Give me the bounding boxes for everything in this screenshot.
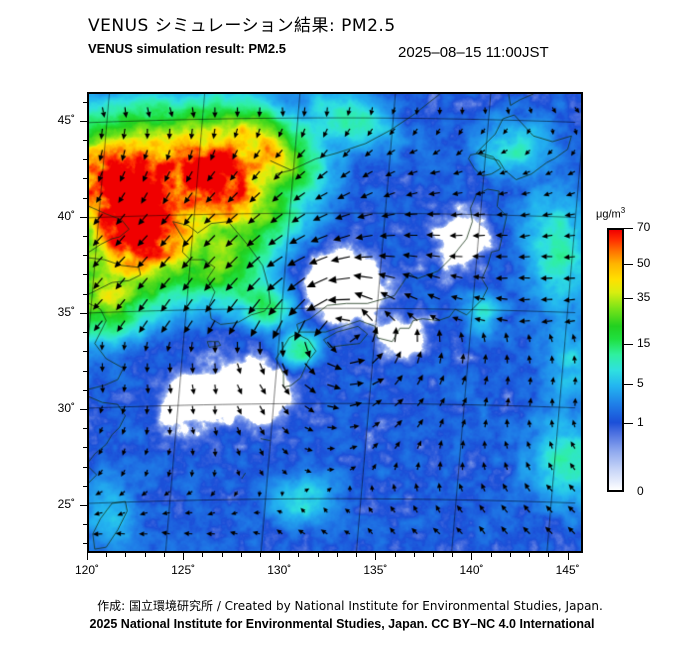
longitude-tick-minor — [163, 553, 165, 557]
latitude-tick-minor — [83, 178, 87, 180]
latitude-tick-minor — [83, 274, 87, 276]
longitude-tick-major — [279, 553, 281, 560]
longitude-tick-minor — [356, 553, 358, 557]
longitude-tick-minor — [298, 553, 300, 557]
colorbar-tick-label: 15 — [637, 336, 651, 350]
latitude-tick-minor — [83, 197, 87, 199]
longitude-tick-label: 140˚ — [459, 563, 484, 577]
pm25-concentration-map — [89, 94, 581, 551]
longitude-tick-minor — [260, 553, 262, 557]
colorbar-tick — [624, 228, 633, 229]
latitude-tick-minor — [83, 370, 87, 372]
latitude-tick-minor — [83, 543, 87, 545]
latitude-tick-major — [80, 408, 87, 410]
longitude-tick-minor — [144, 553, 146, 557]
colorbar-tick — [624, 344, 633, 345]
latitude-tick-minor — [83, 140, 87, 142]
longitude-tick-label: 135˚ — [363, 563, 388, 577]
latitude-tick-label: 45˚ — [57, 112, 75, 127]
longitude-tick-minor — [394, 553, 396, 557]
latitude-tick-minor — [83, 101, 87, 103]
latitude-tick-label: 25˚ — [57, 496, 75, 511]
colorbar-tick-label: 50 — [637, 256, 651, 270]
longitude-tick-label: 130˚ — [267, 563, 292, 577]
page-title-en: VENUS simulation result: PM2.5 — [88, 41, 286, 56]
latitude-tick-major — [80, 216, 87, 218]
longitude-tick-label: 145˚ — [555, 563, 580, 577]
longitude-tick-minor — [433, 553, 435, 557]
timestamp-label: 2025–08–15 11:00JST — [398, 44, 549, 61]
latitude-tick-minor — [83, 159, 87, 161]
colorbar-tick — [624, 423, 633, 424]
colorbar-tick — [624, 384, 633, 385]
latitude-tick-minor — [83, 332, 87, 334]
latitude-tick-label: 40˚ — [57, 208, 75, 223]
map-plot-area — [87, 92, 583, 553]
latitude-tick-minor — [83, 389, 87, 391]
longitude-tick-major — [471, 553, 473, 560]
latitude-tick-minor — [83, 351, 87, 353]
colorbar-gradient — [607, 228, 624, 492]
longitude-tick-minor — [452, 553, 454, 557]
colorbar-tick — [624, 264, 633, 265]
longitude-tick-minor — [106, 553, 108, 557]
latitude-tick-minor — [83, 524, 87, 526]
longitude-tick-minor — [317, 553, 319, 557]
latitude-tick-minor — [83, 293, 87, 295]
longitude-tick-major — [87, 553, 88, 560]
longitude-tick-major — [375, 553, 377, 560]
colorbar-tick-label: 70 — [637, 220, 651, 234]
credit-line: 作成: 国立環境研究所 / Created by National Instit… — [97, 599, 603, 613]
colorbar-unit-exponent: 3 — [620, 206, 626, 215]
longitude-tick-label: 120˚ — [74, 563, 100, 577]
license-line: 2025 National Institute for Environmenta… — [89, 617, 595, 631]
colorbar-tick-label: 35 — [637, 290, 651, 304]
latitude-tick-major — [80, 120, 87, 122]
colorbar-tick — [624, 298, 633, 299]
longitude-tick-minor — [221, 553, 223, 557]
latitude-tick-major — [80, 312, 87, 314]
latitude-tick-label: 30˚ — [57, 400, 75, 415]
latitude-tick-minor — [83, 447, 87, 449]
latitude-tick-minor — [83, 485, 87, 487]
longitude-tick-major — [183, 553, 185, 560]
latitude-tick-minor — [83, 255, 87, 257]
longitude-tick-minor — [202, 553, 204, 557]
colorbar-tick-label: 5 — [637, 376, 644, 390]
longitude-tick-label: 125˚ — [171, 563, 196, 577]
longitude-tick-minor — [509, 553, 511, 557]
colorbar-tick-label: 0 — [637, 484, 644, 498]
latitude-tick-major — [80, 504, 87, 506]
page-title-jp: VENUS シミュレーション結果: PM2.5 — [88, 16, 396, 36]
latitude-tick-minor — [83, 428, 87, 430]
longitude-tick-minor — [336, 553, 338, 557]
latitude-tick-minor — [83, 236, 87, 238]
longitude-tick-minor — [490, 553, 492, 557]
longitude-tick-minor — [240, 553, 242, 557]
longitude-tick-minor — [125, 553, 127, 557]
longitude-tick-minor — [548, 553, 550, 557]
latitude-tick-minor — [83, 466, 87, 468]
longitude-tick-major — [567, 553, 569, 560]
longitude-tick-minor — [529, 553, 531, 557]
colorbar-unit-text: μg/m — [596, 208, 621, 221]
longitude-tick-minor — [413, 553, 415, 557]
colorbar-tick-label: 1 — [637, 415, 644, 429]
latitude-tick-label: 35˚ — [57, 304, 75, 319]
colorbar-unit-label: μg/m3 — [596, 206, 625, 221]
